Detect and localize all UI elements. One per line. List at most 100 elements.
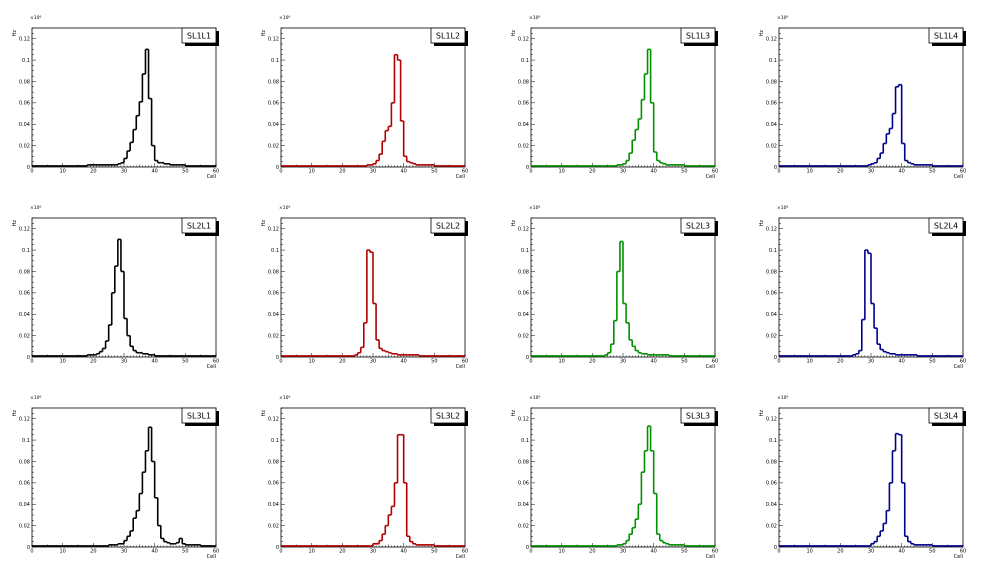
chart-10-ytick-label: 0.04 <box>268 502 279 508</box>
chart-10-ytick-label: 0.08 <box>268 459 279 465</box>
chart-8-ytick-label: 0.12 <box>766 226 777 232</box>
chart-12-xtick-label: 20 <box>837 549 843 555</box>
chart-6-xtick-label: 0 <box>279 359 282 365</box>
chart-5-ytick-label: 0.12 <box>19 226 30 232</box>
chart-7-xtick-label: 50 <box>681 359 687 365</box>
chart-9-frame <box>31 407 217 548</box>
chart-12-ytick-label: 0.12 <box>766 416 777 422</box>
chart-11-xtick-label: 20 <box>589 549 595 555</box>
chart-5-xtick-label: 0 <box>30 359 33 365</box>
chart-4-xlabel: Cell <box>954 174 963 180</box>
chart-8-ytick-label: 0.04 <box>766 312 777 318</box>
chart-6-xtick-label: 60 <box>462 359 468 365</box>
chart-12-xtick-label: 60 <box>960 549 966 555</box>
chart-1-ytick-label: 0 <box>27 165 30 171</box>
chart-6-legend-box <box>430 217 466 234</box>
chart-3-xtick-label: 50 <box>681 169 687 175</box>
chart-11-y-exponent: ×10⁶ <box>529 395 540 401</box>
chart-8-ytick-label: 0 <box>774 355 777 361</box>
chart-4-ylabel: Hz <box>759 30 765 37</box>
chart-2-xlabel: Cell <box>456 174 465 180</box>
chart-9-title: SL3L1 <box>187 412 211 421</box>
chart-5-y-exponent: ×10⁶ <box>30 205 41 211</box>
chart-6-xtick-label: 40 <box>400 359 406 365</box>
chart-8-xtick-label: 20 <box>837 359 843 365</box>
chart-2-xtick-label: 10 <box>308 169 314 175</box>
chart-11-xtick-label: 60 <box>712 549 718 555</box>
chart-10-ytick-label: 0.12 <box>268 416 279 422</box>
chart-4-xtick-label: 40 <box>898 169 904 175</box>
chart-6-xtick-label: 30 <box>370 359 376 365</box>
chart-4-xtick-label: 20 <box>837 169 843 175</box>
chart-8-xtick-label: 50 <box>929 359 935 365</box>
chart-6-ytick-label: 0.04 <box>268 312 279 318</box>
chart-6-xtick-label: 50 <box>431 359 437 365</box>
chart-4-xtick-label: 0 <box>777 169 780 175</box>
chart-12-xlabel: Cell <box>954 554 963 560</box>
chart-5-xtick-label: 10 <box>59 359 65 365</box>
chart-11-title: SL3L3 <box>686 412 710 421</box>
chart-10-ytick-label: 0.02 <box>268 523 279 529</box>
chart-5-xtick-label: 60 <box>213 359 219 365</box>
chart-10-xtick-label: 30 <box>370 549 376 555</box>
chart-8-ytick-label: 0.08 <box>766 269 777 275</box>
chart-5-ylabel: Hz <box>12 220 18 227</box>
chart-9-ytick-label: 0.08 <box>19 459 30 465</box>
chart-8-ylabel: Hz <box>759 220 765 227</box>
chart-8-xtick-label: 0 <box>777 359 780 365</box>
chart-8-xtick-label: 40 <box>898 359 904 365</box>
chart-6-title: SL2L2 <box>436 222 460 231</box>
chart-5-ytick-label: 0.06 <box>19 291 30 297</box>
chart-2-legend-box <box>430 27 466 44</box>
chart-8-xtick-label: 30 <box>868 359 874 365</box>
chart-3-title: SL1L3 <box>686 32 710 41</box>
chart-3-legend-box <box>680 27 716 44</box>
chart-1-y-exponent: ×10⁶ <box>30 15 41 21</box>
chart-10-xlabel: Cell <box>456 554 465 560</box>
chart-12-xtick-label: 40 <box>898 549 904 555</box>
chart-4-legend-box <box>928 27 964 44</box>
chart-7-xtick-label: 10 <box>558 359 564 365</box>
chart-12-xtick-label: 0 <box>777 549 780 555</box>
chart-9-xtick-label: 30 <box>121 549 127 555</box>
chart-1-ytick-label: 0.12 <box>19 36 30 42</box>
chart-4-ytick-label: 0.06 <box>766 101 777 107</box>
chart-5-ytick-label: 0 <box>27 355 30 361</box>
chart-4-xtick-label: 30 <box>868 169 874 175</box>
chart-2-ytick-label: 0.04 <box>268 122 279 128</box>
chart-12-frame <box>778 407 964 548</box>
chart-2-ylabel: Hz <box>261 30 267 37</box>
chart-5-ytick-label: 0.08 <box>19 269 30 275</box>
chart-10-xtick-label: 0 <box>279 549 282 555</box>
chart-3-xtick-label: 40 <box>650 169 656 175</box>
chart-10-ytick-label: 0 <box>276 545 279 551</box>
chart-9-ylabel: Hz <box>12 410 18 417</box>
chart-3-ytick-label: 0.02 <box>518 143 529 149</box>
chart-2-xtick-label: 50 <box>431 169 437 175</box>
chart-5-xtick-label: 40 <box>151 359 157 365</box>
chart-3-xtick-label: 30 <box>620 169 626 175</box>
chart-10-title: SL3L2 <box>436 412 460 421</box>
chart-4-ytick-label: 0 <box>774 165 777 171</box>
chart-7-xtick-label: 60 <box>712 359 718 365</box>
chart-10-ytick-label: 0.06 <box>268 481 279 487</box>
chart-11-xtick-label: 40 <box>650 549 656 555</box>
chart-2-ytick-label: 0.12 <box>268 36 279 42</box>
chart-3-ytick-label: 0.08 <box>518 79 529 85</box>
chart-12-ylabel: Hz <box>759 410 765 417</box>
chart-11-xlabel: Cell <box>706 554 715 560</box>
chart-12-xtick-label: 10 <box>806 549 812 555</box>
chart-2-ytick-label: 0.1 <box>271 58 279 64</box>
chart-5-xtick-label: 30 <box>121 359 127 365</box>
chart-8-xtick-label: 60 <box>960 359 966 365</box>
chart-3-xtick-label: 10 <box>558 169 564 175</box>
chart-8-ytick-label: 0.02 <box>766 333 777 339</box>
chart-10-frame <box>280 407 466 548</box>
chart-5-ytick-label: 0.1 <box>22 248 30 254</box>
chart-1-xtick-label: 40 <box>151 169 157 175</box>
chart-7-ytick-label: 0.1 <box>521 248 529 254</box>
chart-2-xtick-label: 40 <box>400 169 406 175</box>
chart-9-xlabel: Cell <box>207 554 216 560</box>
chart-7-xlabel: Cell <box>706 364 715 370</box>
chart-4-ytick-label: 0.12 <box>766 36 777 42</box>
